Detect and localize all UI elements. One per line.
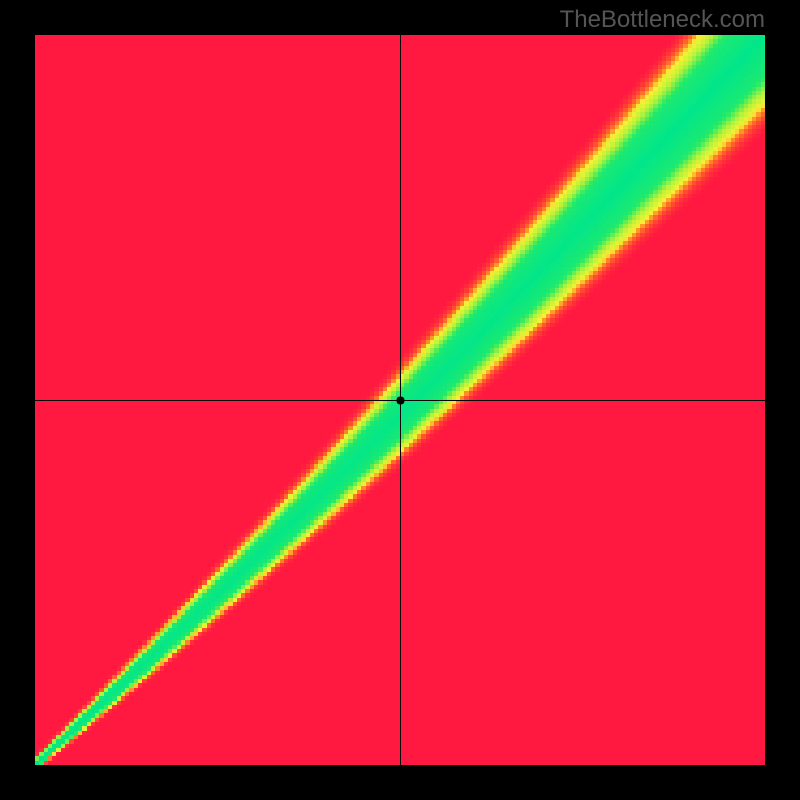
bottleneck-heatmap: [35, 35, 765, 765]
chart-container: TheBottleneck.com: [0, 0, 800, 800]
watermark-text: TheBottleneck.com: [560, 6, 765, 34]
